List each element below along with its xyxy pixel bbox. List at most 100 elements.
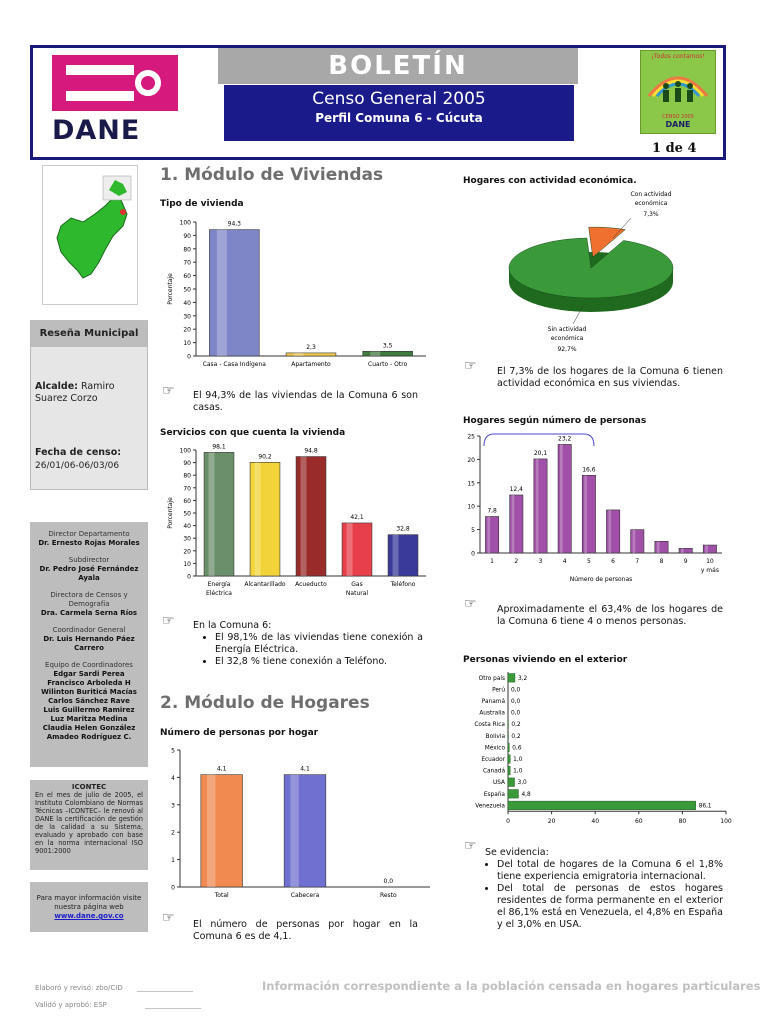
bar-highlight: [608, 509, 612, 553]
bar: [606, 509, 621, 554]
data-label: 12,4: [510, 486, 524, 493]
pointing-hand-icon: ☞: [464, 596, 477, 612]
actividad-note: El 7,3% de los hogares de la Comuna 6 ti…: [497, 366, 723, 389]
pie-label: económica: [551, 335, 584, 342]
pie-value-label: 7,3%: [643, 211, 659, 218]
servicios-note: En la Comuna 6: El 98,1% de las vivienda…: [193, 620, 423, 668]
bar: [485, 516, 500, 554]
y-tick-label: 0: [171, 885, 175, 892]
pie-slice: [508, 237, 674, 299]
hogares-personas-title: Hogares según número de personas: [463, 416, 647, 426]
data-label: 23,2: [558, 435, 572, 442]
y-tick-label: 100: [180, 220, 192, 227]
dane-logo-mark: [52, 55, 178, 111]
footer-blank: ________________: [145, 1001, 202, 1009]
bar-highlight: [254, 462, 261, 576]
x-axis-label: Número de personas: [570, 576, 633, 583]
x-tick-label: 1: [490, 558, 494, 565]
censo-logo-year: CENSO 2005: [662, 114, 694, 120]
x-tick-label: 6: [611, 558, 615, 565]
fecha-label: Fecha de censo:: [35, 447, 122, 458]
y-tick-label: 20: [183, 327, 191, 334]
y-axis-label: Porcentaje: [167, 273, 174, 305]
x-tick-label: Casa - Casa Indígena: [203, 361, 267, 368]
x-tick-label: 10: [706, 558, 714, 565]
x-tick-label: 60: [635, 818, 643, 825]
bar: [507, 742, 510, 752]
bar: [341, 522, 373, 577]
y-tick-label: 80: [183, 246, 191, 253]
y-tick-label: 0: [471, 551, 475, 558]
info-box: Para mayor información visite nuestra pá…: [30, 882, 148, 932]
footer-elaboro-text: Elaboró y revisó: zbo/CID: [35, 984, 123, 992]
bar: [509, 494, 524, 554]
y-tick-label: 40: [183, 523, 191, 530]
actividad-title: Hogares con actividad económica.: [463, 176, 637, 186]
pie-leader: [572, 305, 584, 325]
data-label: 0,2: [511, 722, 521, 728]
y-tick-label: 80: [183, 473, 191, 480]
bar: [557, 444, 572, 554]
directory-name: Carlos Sánchez Rave: [48, 697, 130, 705]
pie-leader: [612, 217, 632, 239]
y-tick-label: USA: [493, 780, 505, 786]
data-label: 0,0: [384, 878, 394, 885]
data-label: 0,0: [511, 699, 521, 705]
censo-family-icon: [647, 76, 709, 102]
directory-role: Subdirector: [68, 556, 110, 564]
data-label: 3,0: [518, 780, 528, 786]
data-label: 4,8: [521, 792, 531, 798]
tipo-vivienda-chart: 0 10 20 30 40 50 60 70 80 90 100 Porcentaje 94,3 Casa…: [167, 220, 426, 368]
footer-info: Información correspondiente a la poblaci…: [262, 979, 761, 993]
bar-highlight: [346, 522, 353, 576]
page-number: 1 de 4: [652, 141, 697, 156]
data-label: 0,2: [511, 734, 521, 740]
y-tick-label: 70: [183, 485, 191, 492]
directory-name: Dra. Carmela Serna Ríos: [40, 609, 138, 617]
y-tick-label: Venezuela: [475, 803, 505, 809]
directory-role: Director Departamento: [48, 530, 130, 538]
y-tick-label: 60: [183, 498, 191, 505]
y-tick-label: 90: [183, 233, 191, 240]
bar-highlight: [208, 452, 215, 576]
data-label: 3,5: [383, 342, 393, 349]
bar-highlight: [290, 774, 299, 887]
data-label: 4,1: [300, 766, 310, 773]
bar: [630, 529, 645, 554]
x-tick-label: Teléfono: [390, 581, 416, 588]
x-tick-label: 80: [679, 818, 687, 825]
y-tick-label: 10: [183, 561, 191, 568]
pointing-hand-icon: ☞: [464, 358, 477, 374]
servicios-chart: 0 10 20 30 40 50 60 70 80 90 100 Porcentaje 98,1 Ener…: [167, 443, 426, 597]
directory-name: Luz Maritza Medina: [50, 715, 128, 723]
bar: [702, 544, 717, 554]
x-tick-label: Eléctrica: [206, 590, 232, 597]
fecha-value: 26/01/06-06/03/06: [35, 461, 120, 471]
directory-role: Directora de Censos y Demografía: [50, 591, 128, 608]
exterior-chart: 0 20 40 60 80 100 Otro país 3,2 Perú 0,0 Panamá 0,0…: [474, 672, 732, 825]
bar: [533, 458, 548, 554]
x-tick-label: 3: [539, 558, 543, 565]
bar-highlight: [300, 456, 307, 576]
directory-name: Francisco Arboleda H: [47, 679, 131, 687]
website-link[interactable]: www.dane.gov.co: [54, 912, 124, 920]
bulletin-title: BOLETÍN: [218, 48, 578, 84]
resena-municipal-box: Reseña Municipal Alcalde: Ramiro Suarez …: [30, 320, 148, 490]
data-label: 94,8: [304, 448, 318, 455]
footer-valido: Validó y aprobó: ESP ________________: [35, 1001, 201, 1009]
servicios-bullet: El 98,1% de las viviendas tiene conexión…: [215, 632, 423, 656]
pie-label: económica: [635, 200, 668, 207]
bar: [507, 800, 696, 810]
pointing-hand-icon: ☞: [162, 383, 175, 399]
x-tick-label: 8: [660, 558, 664, 565]
x-tick-label: 4: [563, 558, 567, 565]
y-tick-label: 50: [183, 511, 191, 518]
data-label: 1,0: [513, 757, 523, 763]
icontec-title: ICONTEC: [71, 783, 107, 791]
personas-hogar-note: El número de personas por hogar en la Co…: [193, 919, 418, 942]
x-tick-label: 40: [591, 818, 599, 825]
y-tick-label: 0: [187, 574, 191, 581]
directory-name: Claudia Helen González: [42, 724, 136, 732]
y-tick-label: 100: [180, 448, 192, 455]
x-tick-label: Natural: [346, 590, 368, 597]
